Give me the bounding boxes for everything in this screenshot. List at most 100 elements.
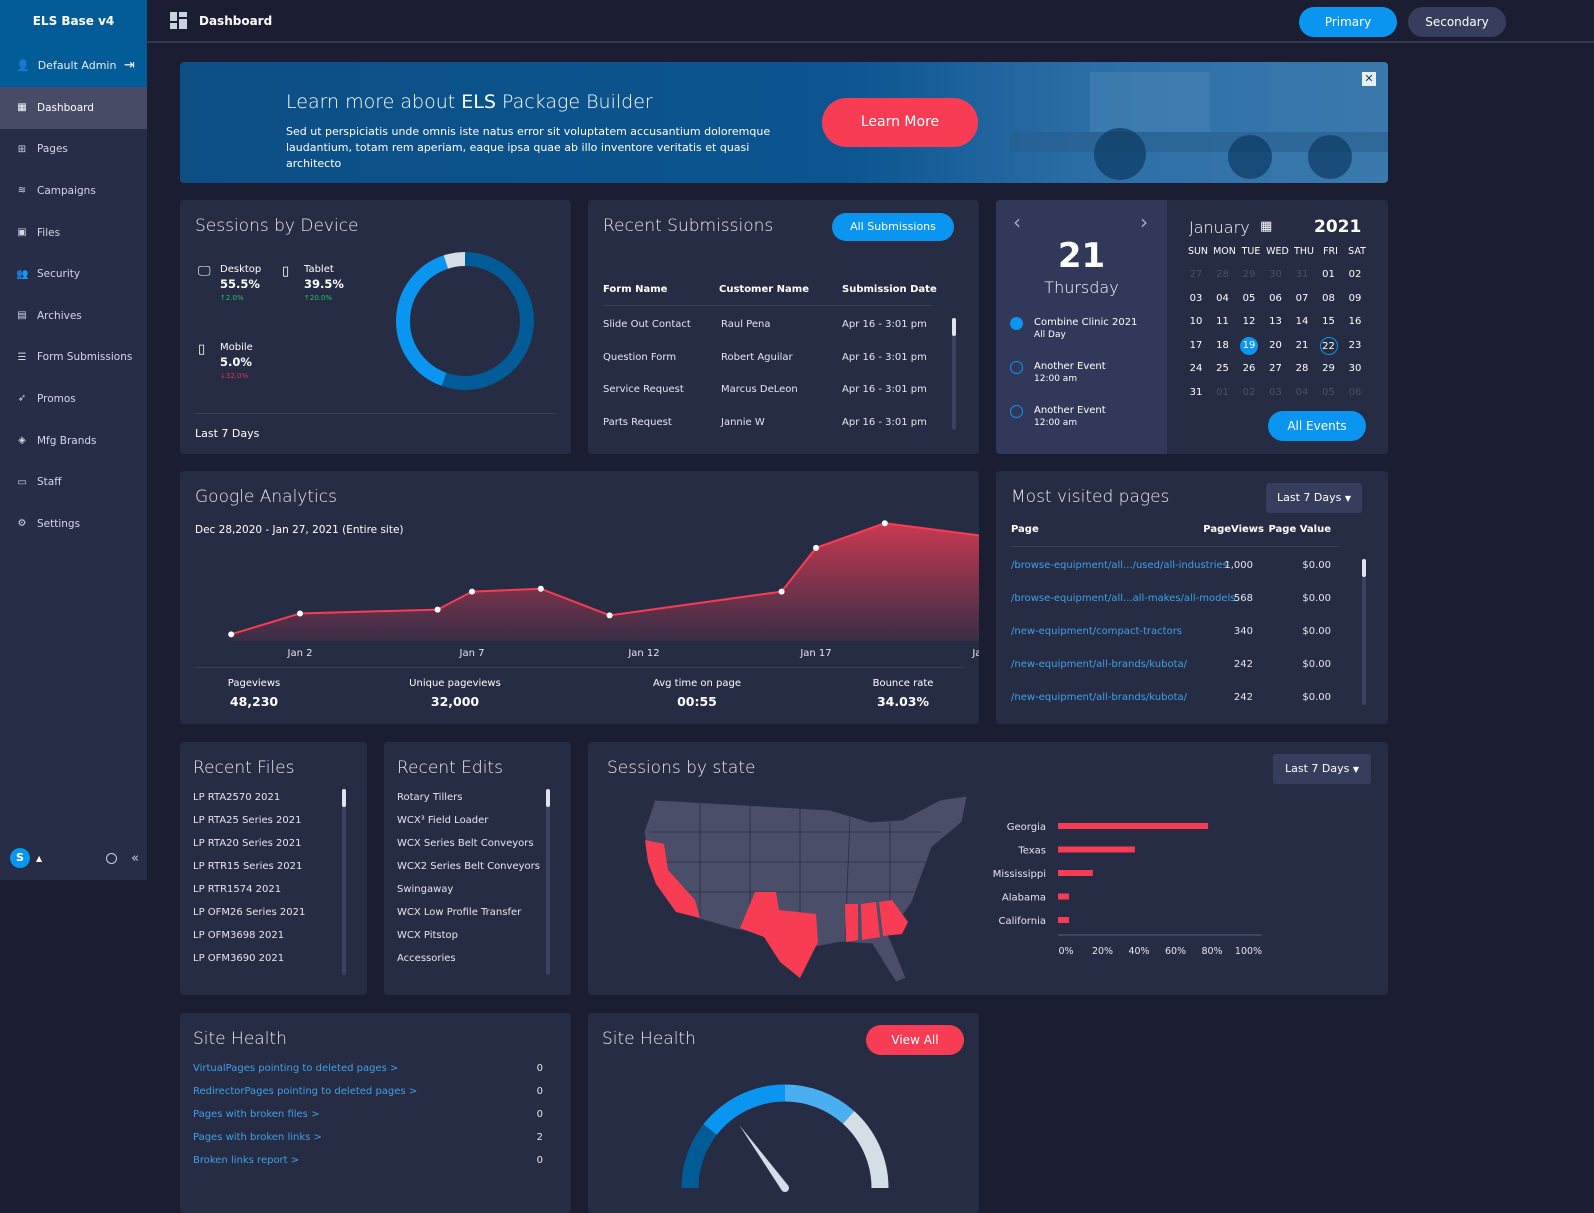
list-item[interactable]: Rotary Tillers	[397, 792, 463, 803]
calendar-day[interactable]: 03	[1189, 292, 1203, 304]
calendar-day[interactable]: 12	[1242, 316, 1256, 327]
calendar-day[interactable]: 23	[1348, 339, 1362, 351]
page-link[interactable]: /new-equipment/all-brands/kubota/	[1011, 692, 1187, 703]
health-row[interactable]: Pages with broken files > 0	[193, 1109, 543, 1125]
calendar-day[interactable]: 01	[1216, 386, 1229, 398]
calendar-day[interactable]: 02	[1348, 269, 1362, 280]
learn-more-button[interactable]: Learn More	[822, 98, 978, 147]
calendar-day[interactable]: 31	[1189, 386, 1203, 398]
list-item[interactable]: WCX³ Field Loader	[397, 815, 489, 826]
calendar-day[interactable]: 09	[1348, 292, 1362, 304]
scrollbar[interactable]	[342, 789, 346, 975]
calendar-day[interactable]: 08	[1322, 292, 1335, 304]
calendar-day[interactable]: 06	[1269, 292, 1282, 304]
list-item[interactable]: LP OFM26 Series 2021	[193, 907, 306, 918]
prev-icon[interactable]: ‹	[1013, 210, 1021, 234]
calendar-day[interactable]: 18	[1216, 339, 1229, 351]
health-link[interactable]: VirtualPages pointing to deleted pages >	[193, 1063, 399, 1074]
calendar-day[interactable]: 01	[1322, 269, 1335, 280]
sidebar-item-mfg-brands[interactable]: ◈ Mfg Brands	[0, 420, 147, 462]
list-item[interactable]: WCX Low Profile Transfer	[397, 907, 522, 918]
calendar-day[interactable]: 30	[1269, 269, 1282, 280]
list-item[interactable]: WCX2 Series Belt Conveyors	[397, 861, 540, 872]
health-link[interactable]: RedirectorPages pointing to deleted page…	[193, 1086, 418, 1097]
list-item[interactable]: LP OFM3690 2021	[193, 953, 285, 964]
scrollbar[interactable]	[1362, 559, 1366, 705]
calendar-day[interactable]: 16	[1348, 316, 1362, 327]
calendar-day[interactable]: 05	[1242, 292, 1256, 304]
calendar-day[interactable]: 31	[1295, 269, 1309, 280]
health-link[interactable]: Broken links report >	[193, 1155, 300, 1166]
calendar-day[interactable]: 15	[1322, 316, 1335, 327]
page-link[interactable]: /new-equipment/all-brands/kubota/	[1011, 659, 1187, 670]
health-link[interactable]: Pages with broken files >	[193, 1109, 320, 1120]
list-item[interactable]: WCX Pitstop	[397, 930, 459, 941]
calendar-icon[interactable]: ▦	[1260, 219, 1273, 234]
calendar-day[interactable]: 27	[1189, 269, 1203, 280]
list-item[interactable]: LP RTA25 Series 2021	[193, 815, 302, 826]
next-icon[interactable]: ›	[1140, 210, 1148, 234]
sidebar-item-dashboard[interactable]: ▦ Dashboard	[0, 87, 147, 129]
calendar-day[interactable]: 28	[1295, 363, 1309, 374]
health-row[interactable]: VirtualPages pointing to deleted pages >…	[193, 1063, 543, 1079]
calendar-day[interactable]: 24	[1189, 363, 1203, 374]
scrollbar[interactable]	[546, 789, 550, 975]
logout-icon[interactable]: ⇥	[124, 58, 135, 73]
list-item[interactable]: LP RTA2570 2021	[193, 792, 281, 803]
calendar-day[interactable]: 13	[1269, 316, 1282, 327]
list-item[interactable]: WCX Series Belt Conveyors	[397, 838, 534, 849]
table-row[interactable]: Question Form Robert Aguilar Apr 16 - 3:01…	[588, 352, 938, 368]
sidebar-item-archives[interactable]: ▤ Archives	[0, 295, 147, 337]
health-row[interactable]: RedirectorPages pointing to deleted page…	[193, 1086, 543, 1102]
period-dropdown[interactable]: Last 7 Days ▼	[1273, 754, 1371, 784]
calendar-day[interactable]: 27	[1269, 363, 1282, 374]
calendar-day[interactable]: 29	[1322, 363, 1335, 374]
list-item[interactable]: LP RTR1574 2021	[193, 884, 282, 895]
caret-up-icon[interactable]: ▲	[36, 853, 43, 863]
calendar-day[interactable]: 03	[1269, 386, 1282, 398]
sidebar-item-staff[interactable]: ▭ Staff	[0, 461, 147, 503]
calendar-day[interactable]: 06	[1348, 386, 1362, 398]
calendar-day[interactable]: 25	[1216, 363, 1229, 374]
logo-icon[interactable]: S	[10, 848, 30, 868]
calendar-day[interactable]: 04	[1216, 292, 1229, 304]
sidebar-item-security[interactable]: 👥 Security	[0, 253, 147, 295]
calendar-day[interactable]: 21	[1295, 339, 1309, 351]
health-row[interactable]: Pages with broken links > 2	[193, 1132, 543, 1148]
primary-button[interactable]: Primary	[1299, 7, 1397, 37]
list-item[interactable]: Accessories	[397, 953, 456, 964]
sidebar-item-files[interactable]: ▣ Files	[0, 212, 147, 254]
calendar-day[interactable]: 14	[1295, 316, 1309, 327]
calendar-day[interactable]: 11	[1216, 316, 1229, 327]
page-link[interactable]: /new-equipment/compact-tractors	[1011, 626, 1183, 637]
calendar-day[interactable]: 28	[1216, 269, 1229, 280]
calendar-day[interactable]: 22	[1319, 336, 1338, 355]
list-item[interactable]: LP RTA20 Series 2021	[193, 838, 302, 849]
sidebar-item-pages[interactable]: ⊞ Pages	[0, 129, 147, 171]
table-row[interactable]: Service Request Marcus DeLeon Apr 16 - 3:0…	[588, 384, 938, 400]
collapse-icon[interactable]: «	[131, 850, 140, 866]
view-all-button[interactable]: View All	[866, 1025, 964, 1055]
health-link[interactable]: Pages with broken links >	[193, 1132, 322, 1143]
user-menu[interactable]: 👤 Default Admin	[16, 59, 116, 72]
list-item[interactable]: Swingaway	[397, 884, 454, 895]
calendar-day[interactable]: 10	[1189, 316, 1203, 327]
calendar-day[interactable]: 30	[1348, 363, 1362, 374]
calendar-day[interactable]: 04	[1295, 386, 1309, 398]
calendar-day[interactable]: 07	[1295, 292, 1309, 304]
calendar-day[interactable]: 02	[1242, 386, 1256, 398]
sidebar-item-promos[interactable]: ➶ Promos	[0, 378, 147, 420]
circle-icon[interactable]	[106, 852, 118, 864]
scrollbar[interactable]	[952, 318, 956, 430]
calendar-day[interactable]: 17	[1189, 339, 1203, 351]
sidebar-item-campaigns[interactable]: ≋ Campaigns	[0, 170, 147, 212]
calendar-day[interactable]: 05	[1322, 386, 1335, 398]
health-row[interactable]: Broken links report > 0	[193, 1155, 543, 1171]
all-events-button[interactable]: All Events	[1268, 411, 1366, 441]
calendar-day[interactable]: 19	[1240, 336, 1258, 355]
list-item[interactable]: LP OFM3698 2021	[193, 930, 285, 941]
calendar-day[interactable]: 20	[1269, 339, 1282, 351]
calendar-day[interactable]: 26	[1242, 363, 1256, 374]
table-row[interactable]: Slide Out Contact Raul Pena Apr 16 - 3:01 …	[588, 319, 938, 335]
all-submissions-button[interactable]: All Submissions	[832, 213, 954, 241]
